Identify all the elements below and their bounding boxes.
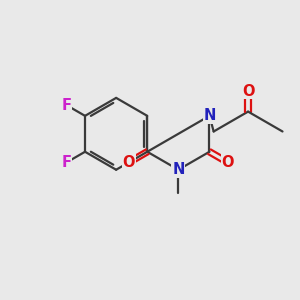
- Text: O: O: [222, 155, 234, 170]
- Text: N: N: [172, 162, 184, 177]
- Text: F: F: [62, 98, 72, 113]
- Text: F: F: [62, 155, 72, 170]
- Text: O: O: [242, 83, 254, 98]
- Text: O: O: [123, 155, 135, 170]
- Text: N: N: [203, 108, 216, 123]
